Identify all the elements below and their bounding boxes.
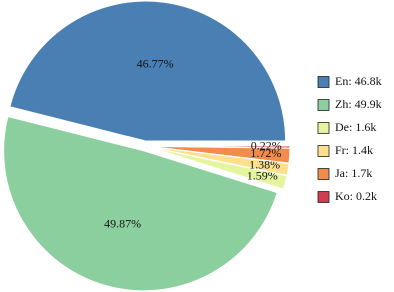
legend-swatch [317, 145, 330, 157]
legend-swatch [317, 76, 330, 88]
legend-swatch [317, 122, 330, 134]
legend-swatch [317, 99, 330, 111]
pie: 46.77%49.87%1.59%1.38%1.72%0.22% [3, 0, 291, 292]
slice-label: 0.22% [251, 139, 282, 153]
pie-slice [9, 0, 287, 142]
legend-label: En: 46.8k [335, 74, 382, 88]
legend-label: De: 1.6k [335, 120, 376, 134]
slice-label: 1.72% [250, 146, 281, 160]
legend: En: 46.8k Zh: 49.9k De: 1.6k Fr: 1.4k Ja: 1.… [317, 74, 382, 203]
pie-slice [149, 145, 291, 149]
slice-label: 46.77% [137, 56, 174, 70]
legend-label: Fr: 1.4k [335, 143, 373, 157]
slice-label: 49.87% [104, 217, 141, 231]
legend-label: Ko: 0.2k [335, 189, 377, 203]
legend-label: Ja: 1.7k [335, 166, 372, 180]
pie-slice [3, 115, 278, 292]
legend-swatch [317, 191, 330, 203]
legend-swatch [317, 168, 330, 180]
legend-label: Zh: 49.9k [335, 97, 382, 111]
